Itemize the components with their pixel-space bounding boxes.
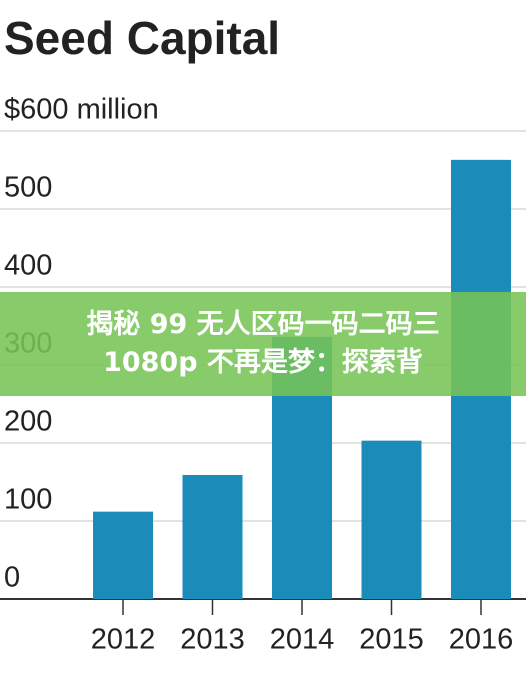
- banner-text: 揭秘 99 无人区码一码二码三 1080p 不再是梦：探索背: [86, 309, 440, 378]
- x-tick-label: 2013: [180, 624, 245, 656]
- chart-title: Seed Capital: [4, 12, 280, 64]
- x-tick-label: 2014: [270, 624, 335, 656]
- y-tick-label: 200: [4, 406, 52, 438]
- y-tick-label: 100: [4, 484, 52, 516]
- y-tick-label: $600 million: [4, 94, 159, 126]
- x-tick-label: 2012: [91, 624, 156, 656]
- x-tick-label: 2016: [449, 624, 514, 656]
- y-tick-label: 400: [4, 250, 52, 282]
- y-tick-label: 500: [4, 172, 52, 204]
- banner: 揭秘 99 无人区码一码二码三 1080p 不再是梦：探索背: [0, 292, 526, 396]
- bar: [361, 440, 422, 599]
- bar: [93, 511, 153, 599]
- x-tick-label: 2015: [359, 624, 424, 656]
- bar: [182, 474, 243, 599]
- y-tick-label: 0: [4, 562, 20, 594]
